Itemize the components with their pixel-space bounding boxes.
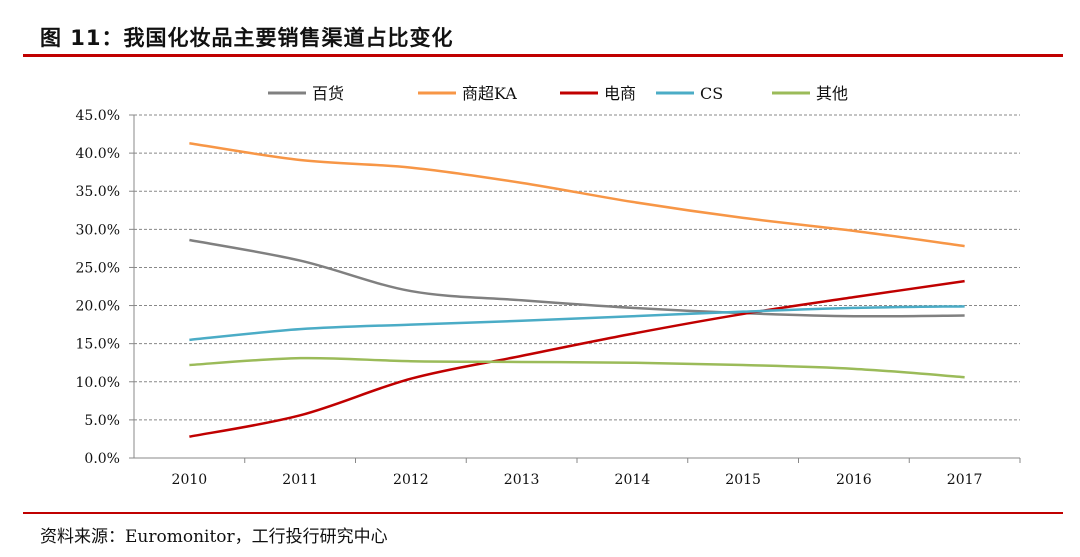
series-line-2: [189, 279, 965, 438]
y-tick-label: 45.0%: [76, 108, 120, 124]
legend-label: 百货: [312, 84, 344, 103]
y-tick-label: 10.0%: [76, 375, 120, 391]
legend-label: CS: [700, 84, 723, 103]
x-tick-label: 2011: [282, 472, 318, 488]
legend-label: 电商: [604, 84, 636, 103]
series-line-0: [189, 238, 965, 318]
x-tick-label: 2017: [947, 472, 983, 488]
series-line-3: [189, 305, 965, 342]
y-tick-label: 0.0%: [84, 451, 120, 467]
y-tick-label: 35.0%: [76, 184, 120, 200]
y-tick-label: 15.0%: [76, 337, 120, 353]
source-note: 资料来源：Euromonitor，工行投行研究中心: [40, 527, 388, 547]
series-line-1: [189, 141, 965, 248]
y-tick-label: 25.0%: [76, 260, 120, 276]
y-tick-label: 20.0%: [76, 299, 120, 315]
legend-label: 其他: [816, 84, 848, 103]
legend-label: 商超KA: [462, 84, 517, 103]
x-tick-label: 2010: [172, 472, 208, 488]
x-tick-label: 2015: [725, 472, 761, 488]
x-tick-label: 2013: [504, 472, 540, 488]
source-rule: [23, 512, 1063, 514]
y-tick-label: 40.0%: [76, 146, 120, 162]
title-rule: [23, 54, 1063, 57]
x-tick-label: 2016: [836, 472, 872, 488]
series-line-4: [189, 356, 965, 379]
figure-title: 图 11：我国化妆品主要销售渠道占比变化: [40, 26, 454, 50]
y-tick-label: 30.0%: [76, 222, 120, 238]
y-tick-label: 5.0%: [84, 413, 120, 429]
x-tick-label: 2012: [393, 472, 429, 488]
x-tick-label: 2014: [615, 472, 651, 488]
